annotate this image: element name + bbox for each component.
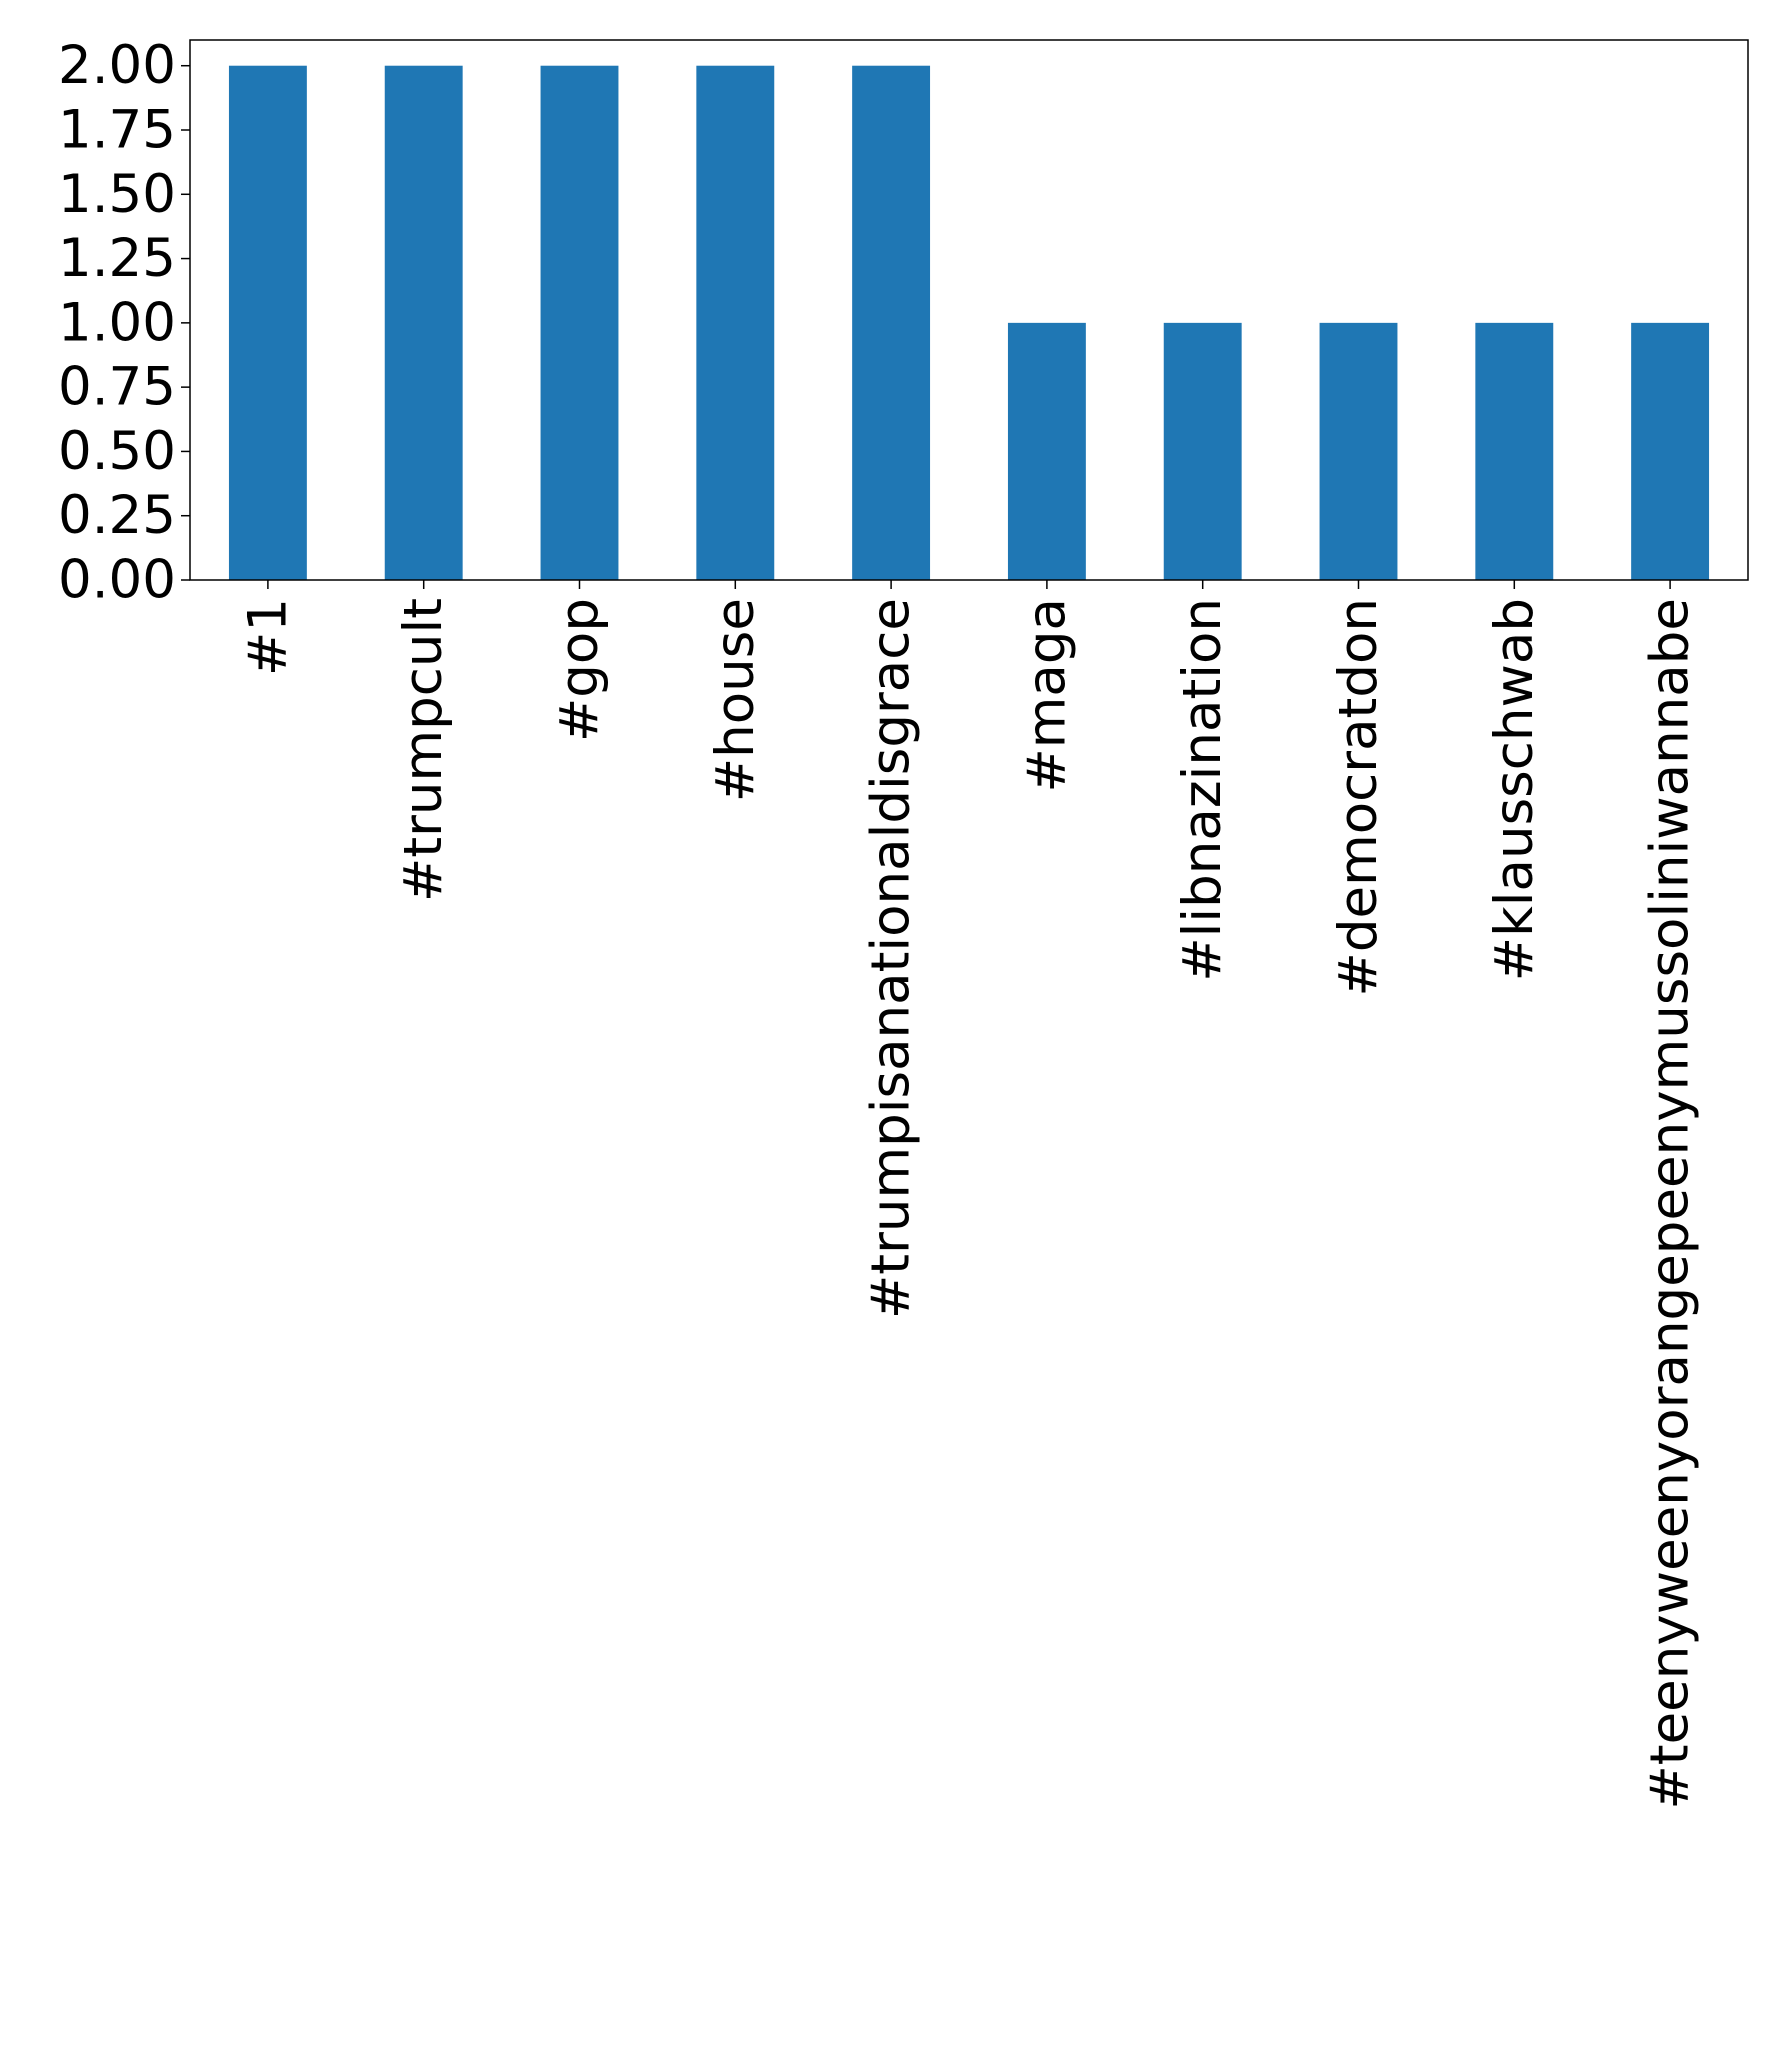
x-tick-label: #1 (237, 598, 298, 676)
x-tick-label: #gop (549, 598, 610, 742)
bars-group (228, 65, 1710, 580)
y-axis: 0.000.250.500.751.001.251.501.752.00 (58, 35, 190, 611)
bar-0 (228, 65, 307, 580)
x-tick-label: #libnazination (1172, 598, 1233, 982)
y-tick-label: 2.00 (58, 35, 176, 96)
x-axis: #1 #trumpcult #gop #house #trumpisanationald… (237, 580, 1701, 1810)
bar-4 (852, 65, 931, 580)
plot-frame (189, 39, 1749, 581)
y-tick-label: 0.25 (58, 485, 176, 546)
x-tick-label: #house (705, 598, 766, 802)
bar-2 (540, 65, 619, 580)
bar-7 (1319, 322, 1398, 580)
x-tick-label: #klausschwab (1484, 598, 1545, 981)
y-tick-label: 1.00 (58, 292, 176, 353)
x-tick-label: #trumpcult (393, 598, 454, 902)
bar-8 (1475, 322, 1554, 580)
bar-6 (1163, 322, 1242, 580)
bar-3 (696, 65, 775, 580)
x-tick-label: #democratdon (1328, 598, 1389, 997)
x-tick-label: #maga (1016, 598, 1077, 793)
x-tick-label: #trumpisanationaldisgrace (861, 598, 922, 1319)
y-tick-label: 0.75 (58, 357, 176, 418)
y-tick-label: 1.25 (58, 228, 176, 289)
y-tick-label: 0.00 (58, 550, 176, 611)
y-tick-label: 1.50 (58, 164, 176, 225)
bar-1 (384, 65, 463, 580)
y-tick-label: 1.75 (58, 100, 176, 161)
y-tick-label: 0.50 (58, 421, 176, 482)
bar-9 (1631, 322, 1710, 580)
bar-5 (1007, 322, 1086, 580)
x-tick-label: #teenyweenyorangepeenymussoliniwannabe (1640, 598, 1701, 1810)
